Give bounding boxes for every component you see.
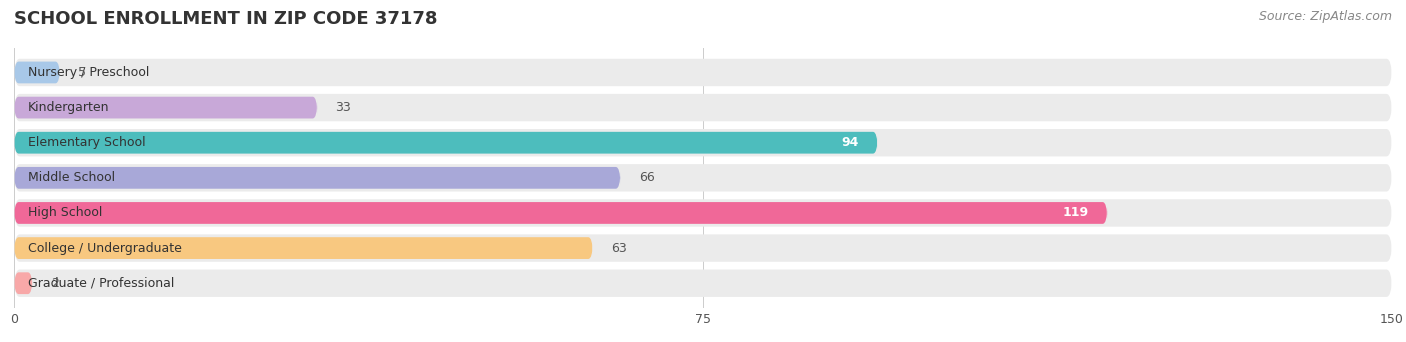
FancyBboxPatch shape (14, 167, 620, 189)
FancyBboxPatch shape (14, 97, 318, 118)
Text: Middle School: Middle School (28, 171, 115, 184)
FancyBboxPatch shape (14, 59, 1392, 86)
FancyBboxPatch shape (14, 269, 1392, 297)
FancyBboxPatch shape (14, 164, 1392, 192)
Text: Elementary School: Elementary School (28, 136, 145, 149)
Text: 5: 5 (79, 66, 86, 79)
FancyBboxPatch shape (14, 199, 1392, 227)
FancyBboxPatch shape (14, 272, 32, 294)
FancyBboxPatch shape (14, 129, 1392, 156)
FancyBboxPatch shape (14, 202, 1107, 224)
Text: Source: ZipAtlas.com: Source: ZipAtlas.com (1258, 10, 1392, 23)
FancyBboxPatch shape (14, 132, 877, 154)
Text: Kindergarten: Kindergarten (28, 101, 110, 114)
Text: Nursery / Preschool: Nursery / Preschool (28, 66, 149, 79)
Text: College / Undergraduate: College / Undergraduate (28, 241, 181, 254)
Text: 66: 66 (638, 171, 654, 184)
FancyBboxPatch shape (14, 94, 1392, 121)
Text: 94: 94 (842, 136, 859, 149)
Text: 63: 63 (612, 241, 627, 254)
Text: SCHOOL ENROLLMENT IN ZIP CODE 37178: SCHOOL ENROLLMENT IN ZIP CODE 37178 (14, 10, 437, 28)
FancyBboxPatch shape (14, 234, 1392, 262)
Text: High School: High School (28, 207, 103, 220)
Text: 33: 33 (336, 101, 352, 114)
FancyBboxPatch shape (14, 62, 60, 83)
Text: 2: 2 (51, 277, 59, 290)
Text: Graduate / Professional: Graduate / Professional (28, 277, 174, 290)
Text: 119: 119 (1063, 207, 1088, 220)
FancyBboxPatch shape (14, 237, 593, 259)
